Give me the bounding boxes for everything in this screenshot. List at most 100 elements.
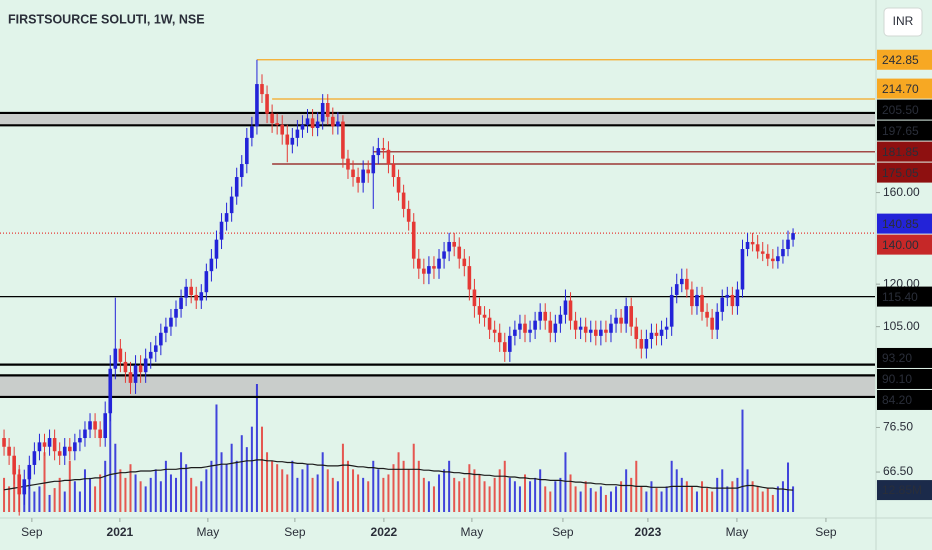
candle-body [654, 332, 659, 336]
volume-bar [164, 460, 167, 512]
candle-body [538, 311, 542, 321]
volume-bar [28, 474, 31, 512]
candle-body [740, 249, 745, 290]
candle-body [17, 474, 22, 495]
candle-body [346, 158, 350, 170]
candle-body [224, 213, 229, 222]
candle-body [351, 169, 355, 178]
volume-bar [48, 494, 51, 512]
candle-body [325, 103, 330, 117]
candle-body [376, 148, 381, 156]
candle-body [320, 103, 325, 122]
candle-body [674, 284, 679, 295]
candle-body [720, 297, 725, 312]
candle-body [406, 208, 411, 222]
x-tick-label: Sep [284, 525, 306, 539]
volume-bar [655, 488, 658, 512]
candle-body [143, 358, 148, 373]
volume-bar [271, 460, 274, 512]
volume-bar [741, 409, 744, 512]
x-tick-label: May [461, 525, 484, 539]
candle-body [452, 241, 456, 247]
candle-body [588, 329, 593, 333]
candle-body [32, 451, 37, 465]
volume-bar [169, 474, 172, 512]
x-tick-label: Sep [21, 525, 43, 539]
candle-body [442, 251, 446, 259]
volume-bar [498, 469, 501, 512]
candle-body [730, 294, 735, 307]
y-tick-label: 76.50 [883, 420, 913, 434]
currency[interactable]: INR [893, 14, 914, 28]
candle-body [37, 442, 42, 452]
candle-body [422, 268, 426, 274]
volume-bar [124, 477, 127, 512]
volume-bar [508, 477, 511, 512]
volume-bar [761, 491, 764, 512]
x-tick-label: Sep [552, 525, 574, 539]
volume-bar [559, 477, 562, 512]
candle-body [295, 129, 300, 138]
volume-bar [771, 494, 774, 512]
volume-bar [716, 477, 719, 512]
candle-body [482, 314, 487, 318]
volume-bar [503, 460, 506, 512]
candle-body [700, 294, 704, 312]
candle-body [558, 314, 563, 324]
candle-body [12, 455, 16, 475]
volume-bar [104, 460, 107, 512]
volume-bar [473, 469, 476, 512]
candle-body [386, 149, 391, 165]
candle-body [765, 253, 770, 259]
candle-body [604, 329, 608, 333]
volume-bar [382, 477, 385, 512]
price-label-text: 140.00 [882, 238, 919, 252]
candle-body [644, 339, 649, 349]
volume-bar [599, 486, 602, 512]
candle-body [52, 438, 57, 452]
volume-bar [255, 384, 258, 512]
candle-body [290, 137, 295, 145]
volume-bar [352, 469, 355, 512]
candle-body [553, 323, 558, 333]
volume-bar [281, 469, 284, 512]
candle-body [401, 192, 406, 209]
price-label [877, 141, 932, 162]
candle-body [513, 329, 517, 336]
price-label [877, 49, 932, 70]
candle-body [669, 294, 674, 327]
x-tick-label: May [197, 525, 220, 539]
candle-body [502, 342, 507, 352]
candle-body [153, 345, 158, 352]
volume-bar [53, 488, 56, 512]
volume-bar [357, 474, 360, 512]
candle-body [103, 413, 108, 439]
volume-bar [645, 491, 648, 512]
x-tick-label: 2021 [107, 525, 134, 539]
volume-bar [443, 469, 446, 512]
volume-bar [63, 491, 66, 512]
candle-body [285, 134, 290, 145]
volume-bar [594, 491, 597, 512]
candle-body [705, 311, 709, 318]
candle-body [22, 479, 27, 495]
volume-bar [220, 452, 223, 512]
candle-body [573, 320, 578, 330]
candle-body [255, 84, 259, 127]
candle-body [67, 446, 72, 452]
volume-bar [185, 464, 188, 512]
volume-bar [336, 481, 339, 512]
price-label-text: 181.85 [882, 145, 919, 159]
candle-body [563, 300, 568, 315]
volume-bar [680, 477, 683, 512]
volume-bar [792, 486, 795, 512]
zone [0, 112, 875, 126]
candle-body [204, 271, 209, 293]
volume-bar [311, 477, 314, 512]
volume-bar [493, 477, 496, 512]
candle-body [27, 464, 32, 480]
currency-button[interactable] [883, 7, 923, 37]
candle-body [786, 239, 790, 250]
volume-bar [665, 486, 668, 512]
